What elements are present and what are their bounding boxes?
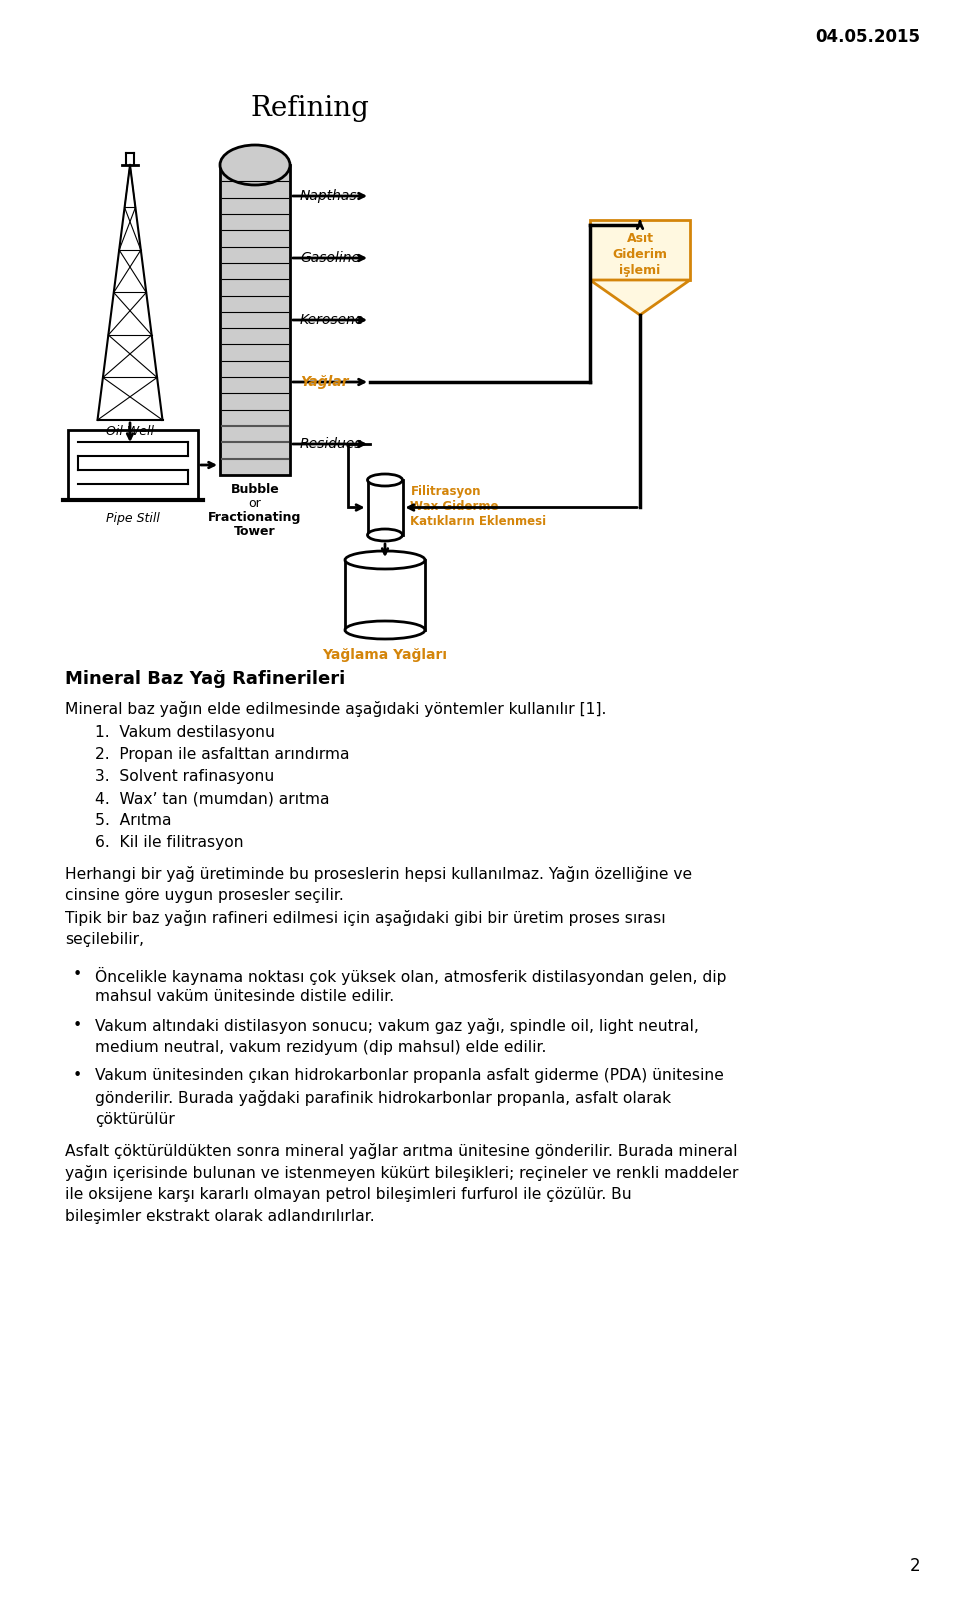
Text: 5.  Arıtma: 5. Arıtma (95, 813, 172, 828)
Text: 04.05.2015: 04.05.2015 (815, 27, 920, 47)
Polygon shape (590, 280, 690, 316)
Text: ile oksijene karşı kararlı olmayan petrol bileşimleri furfurol ile çözülür. Bu: ile oksijene karşı kararlı olmayan petro… (65, 1187, 632, 1203)
Text: 3.  Solvent rafinasyonu: 3. Solvent rafinasyonu (95, 770, 275, 784)
Ellipse shape (368, 473, 402, 486)
Text: 2.  Propan ile asfalttan arındırma: 2. Propan ile asfalttan arındırma (95, 747, 349, 762)
Text: Fractionating: Fractionating (208, 510, 301, 523)
Text: or: or (249, 497, 261, 510)
Ellipse shape (220, 145, 290, 185)
Text: Yağlama Yağları: Yağlama Yağları (323, 647, 447, 662)
Text: Mineral Baz Yağ Rafinerileri: Mineral Baz Yağ Rafinerileri (65, 670, 346, 687)
Text: 2: 2 (909, 1557, 920, 1575)
Text: Filitrasyon: Filitrasyon (411, 485, 481, 497)
Text: 1.  Vakum destilasyonu: 1. Vakum destilasyonu (95, 724, 275, 741)
Text: Kerosene: Kerosene (300, 312, 365, 327)
Text: •: • (73, 1018, 83, 1032)
Ellipse shape (345, 551, 425, 568)
Text: Residues: Residues (300, 436, 363, 451)
Text: Oil Well: Oil Well (106, 425, 154, 438)
Bar (68, 430, 198, 501)
Bar (220, 164, 290, 475)
Text: 4.  Wax’ tan (mumdan) arıtma: 4. Wax’ tan (mumdan) arıtma (95, 791, 329, 807)
Text: Mineral baz yağın elde edilmesinde aşağıdaki yöntemler kullanılır [1].: Mineral baz yağın elde edilmesinde aşağı… (65, 700, 607, 716)
Text: gönderilir. Burada yağdaki parafinik hidrokarbonlar propanla, asfalt olarak: gönderilir. Burada yağdaki parafinik hid… (95, 1090, 671, 1106)
Text: mahsul vaküm ünitesinde distile edilir.: mahsul vaküm ünitesinde distile edilir. (95, 989, 395, 1005)
Text: Gasoline: Gasoline (300, 251, 360, 266)
Text: •: • (73, 968, 83, 982)
Text: •: • (73, 1067, 83, 1084)
Text: Vakum ünitesinden çıkan hidrokarbonlar propanla asfalt giderme (PDA) ünitesine: Vakum ünitesinden çıkan hidrokarbonlar p… (95, 1067, 724, 1084)
Text: Wax Giderme: Wax Giderme (411, 501, 499, 514)
Bar (345, 560, 425, 630)
Text: Katıkların Eklenmesi: Katıkların Eklenmesi (411, 515, 546, 528)
Text: Asıt: Asıt (627, 232, 654, 245)
Text: Refining: Refining (251, 95, 370, 122)
Text: Napthas: Napthas (300, 188, 358, 203)
Ellipse shape (368, 530, 402, 541)
Text: Asfalt çöktürüldükten sonra mineral yağlar arıtma ünitesine gönderilir. Burada m: Asfalt çöktürüldükten sonra mineral yağl… (65, 1143, 737, 1159)
Text: çöktürülür: çöktürülür (95, 1113, 175, 1127)
Text: işlemi: işlemi (619, 264, 660, 277)
Text: Bubble: Bubble (230, 483, 279, 496)
Text: Yağlar: Yağlar (300, 375, 348, 390)
Text: bileşimler ekstrakt olarak adlandırılırlar.: bileşimler ekstrakt olarak adlandırılırl… (65, 1209, 374, 1224)
Text: Giderim: Giderim (612, 248, 667, 261)
Text: Herhangi bir yağ üretiminde bu proseslerin hepsi kullanılmaz. Yağın özelliğine v: Herhangi bir yağ üretiminde bu prosesler… (65, 866, 692, 882)
Text: seçilebilir,: seçilebilir, (65, 932, 144, 947)
Text: 6.  Kil ile filitrasyon: 6. Kil ile filitrasyon (95, 836, 244, 850)
Bar (368, 480, 402, 535)
Text: Öncelikle kaynama noktası çok yüksek olan, atmosferik distilasyondan gelen, dip: Öncelikle kaynama noktası çok yüksek ola… (95, 968, 727, 985)
Text: cinsine göre uygun prosesler seçilir.: cinsine göre uygun prosesler seçilir. (65, 887, 344, 903)
Ellipse shape (345, 621, 425, 639)
Text: medium neutral, vakum rezidyum (dip mahsul) elde edilir.: medium neutral, vakum rezidyum (dip mahs… (95, 1040, 546, 1055)
Text: Pipe Still: Pipe Still (106, 512, 160, 525)
Text: Tower: Tower (234, 525, 276, 538)
Text: Tipik bir baz yağın rafineri edilmesi için aşağıdaki gibi bir üretim proses sıra: Tipik bir baz yağın rafineri edilmesi iç… (65, 910, 665, 926)
Bar (590, 221, 690, 280)
Text: yağın içerisinde bulunan ve istenmeyen kükürt bileşikleri; reçineler ve renkli m: yağın içerisinde bulunan ve istenmeyen k… (65, 1166, 738, 1182)
Text: Vakum altındaki distilasyon sonucu; vakum gaz yağı, spindle oil, light neutral,: Vakum altındaki distilasyon sonucu; vaku… (95, 1018, 699, 1034)
